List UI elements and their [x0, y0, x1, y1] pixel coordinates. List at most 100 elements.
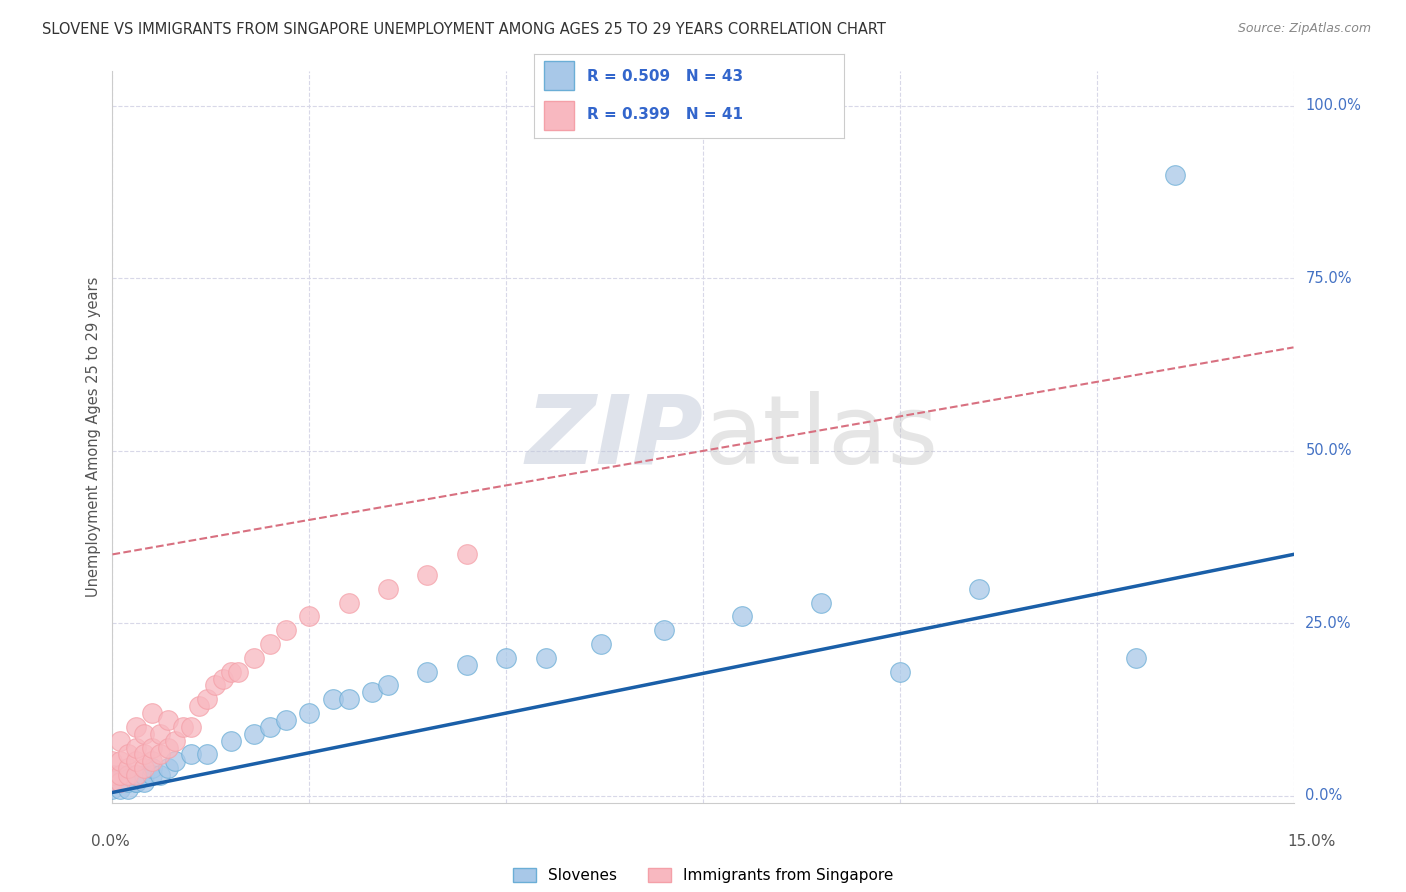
Point [101, 775, 124, 789]
Point [589, 637, 612, 651]
Point [156, 761, 179, 775]
Point [101, 768, 124, 782]
Point [132, 727, 155, 741]
Point [132, 747, 155, 762]
Point [110, 775, 132, 789]
Point [274, 713, 297, 727]
Point [101, 768, 124, 782]
Point [195, 747, 218, 762]
Point [110, 768, 132, 782]
Point [298, 706, 321, 720]
Point [337, 692, 360, 706]
Point [889, 665, 911, 679]
Text: 0.0%: 0.0% [1305, 789, 1343, 804]
Point [125, 720, 148, 734]
Point [298, 609, 321, 624]
Point [101, 775, 124, 789]
Point [149, 747, 172, 762]
Point [141, 706, 163, 720]
Text: 50.0%: 50.0% [1305, 443, 1351, 458]
Legend: Slovenes, Immigrants from Singapore: Slovenes, Immigrants from Singapore [513, 868, 893, 883]
Point [204, 678, 226, 692]
Point [377, 582, 399, 596]
Point [967, 582, 990, 596]
Point [125, 768, 148, 782]
Point [165, 755, 187, 769]
Point [172, 720, 194, 734]
Point [132, 775, 155, 789]
Point [322, 692, 344, 706]
Point [534, 651, 557, 665]
Text: SLOVENE VS IMMIGRANTS FROM SINGAPORE UNEMPLOYMENT AMONG AGES 25 TO 29 YEARS CORR: SLOVENE VS IMMIGRANTS FROM SINGAPORE UNE… [42, 22, 886, 37]
Point [243, 727, 266, 741]
Point [259, 637, 281, 651]
Point [165, 733, 187, 747]
Text: 75.0%: 75.0% [1305, 271, 1351, 285]
Point [117, 747, 139, 762]
Text: R = 0.399   N = 41: R = 0.399 N = 41 [586, 107, 742, 122]
Point [361, 685, 384, 699]
Point [117, 768, 139, 782]
Point [110, 775, 132, 789]
Point [219, 733, 242, 747]
Point [110, 733, 132, 747]
Point [149, 768, 172, 782]
Point [110, 768, 132, 782]
Point [132, 761, 155, 775]
Point [416, 665, 439, 679]
Point [337, 596, 360, 610]
Text: 0.0%: 0.0% [91, 834, 131, 849]
Point [228, 665, 250, 679]
Point [141, 755, 163, 769]
Point [117, 761, 139, 775]
Text: 25.0%: 25.0% [1305, 615, 1351, 631]
Text: 100.0%: 100.0% [1305, 98, 1361, 113]
Point [274, 624, 297, 638]
Point [495, 651, 517, 665]
Point [1125, 651, 1147, 665]
Point [180, 747, 202, 762]
Point [259, 720, 281, 734]
Point [141, 740, 163, 755]
Point [1164, 168, 1187, 182]
Point [377, 678, 399, 692]
Point [125, 775, 148, 789]
Point [416, 568, 439, 582]
Bar [544, 62, 575, 90]
Point [810, 596, 832, 610]
Point [156, 740, 179, 755]
Point [141, 761, 163, 775]
Point [180, 720, 202, 734]
Point [101, 782, 124, 797]
Point [243, 651, 266, 665]
Point [110, 775, 132, 789]
Point [156, 713, 179, 727]
Y-axis label: Unemployment Among Ages 25 to 29 years: Unemployment Among Ages 25 to 29 years [86, 277, 101, 598]
Point [101, 755, 124, 769]
Point [211, 672, 233, 686]
Text: atlas: atlas [703, 391, 938, 483]
Text: 15.0%: 15.0% [1288, 834, 1336, 849]
Point [117, 768, 139, 782]
Point [188, 699, 211, 714]
Point [141, 768, 163, 782]
Text: R = 0.509   N = 43: R = 0.509 N = 43 [586, 69, 742, 84]
Text: ZIP: ZIP [524, 391, 703, 483]
Point [652, 624, 675, 638]
Point [219, 665, 242, 679]
Point [456, 657, 478, 672]
Point [117, 782, 139, 797]
Point [195, 692, 218, 706]
Text: Source: ZipAtlas.com: Source: ZipAtlas.com [1237, 22, 1371, 36]
Bar [544, 101, 575, 130]
Point [149, 727, 172, 741]
Point [110, 755, 132, 769]
Point [132, 768, 155, 782]
Point [117, 775, 139, 789]
Point [125, 755, 148, 769]
Point [456, 548, 478, 562]
Point [125, 740, 148, 755]
Point [125, 775, 148, 789]
Point [731, 609, 754, 624]
Point [125, 768, 148, 782]
